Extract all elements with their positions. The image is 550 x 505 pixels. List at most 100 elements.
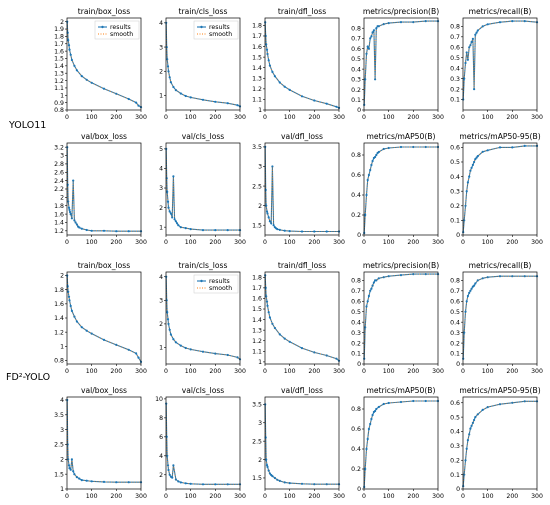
y-tick-label: 10 <box>155 396 163 403</box>
data-point <box>498 146 502 149</box>
data-point <box>283 481 286 484</box>
data-point <box>469 169 472 172</box>
data-point <box>399 21 403 24</box>
data-point <box>463 331 466 334</box>
subplot-title: val/dfl_loss <box>281 132 323 141</box>
subplot-title: val/box_loss <box>81 132 127 141</box>
data-point <box>75 320 78 323</box>
data-point <box>465 190 468 193</box>
y-tick-label: 3 <box>60 427 64 434</box>
y-tick-label: 1.5 <box>54 471 64 478</box>
y-tick-label: 1.7 <box>54 41 64 48</box>
data-point <box>464 459 467 462</box>
subplot-title: train/dfl_loss <box>278 7 326 16</box>
y-tick-label: 2 <box>60 457 64 464</box>
data-point <box>325 354 328 357</box>
x-tick-label: 0 <box>65 368 69 375</box>
data-point <box>473 88 476 91</box>
data-point <box>69 304 72 308</box>
y-tick-label: 0.5 <box>351 56 361 63</box>
data-point <box>399 400 403 404</box>
data-point <box>377 25 380 28</box>
y-tick-label: 0 <box>357 486 361 493</box>
y-tick-label: 0.6 <box>450 400 460 407</box>
data-point <box>214 100 217 103</box>
series-line-smooth <box>363 20 438 105</box>
y-tick-label: 0.3 <box>450 443 460 450</box>
data-point <box>169 212 172 215</box>
plot-frame <box>462 396 538 490</box>
subplot-title: train/cls_loss <box>179 261 228 270</box>
data-point <box>276 478 279 481</box>
data-point <box>466 294 469 298</box>
plot-frame <box>264 396 340 490</box>
subplot-5: val/box_loss 1.21.4 1.61.82 2.22.4 2.62.83 3.… <box>54 132 147 246</box>
data-point <box>266 304 269 307</box>
legend-marker-results <box>101 25 104 29</box>
y-tick-label: 2.2 <box>54 186 64 193</box>
data-point <box>369 168 372 172</box>
data-point <box>85 78 88 81</box>
data-point <box>366 178 369 182</box>
y-tick-label: 0.4 <box>450 65 460 72</box>
plot-frame <box>165 17 241 111</box>
data-point <box>174 89 177 92</box>
x-tick-label: 300 <box>432 368 444 375</box>
y-tick-label: 2 <box>159 68 163 75</box>
data-point <box>68 299 71 302</box>
data-point <box>201 229 205 232</box>
data-point <box>387 275 390 278</box>
data-point <box>498 403 502 406</box>
x-tick-label: 100 <box>482 493 494 500</box>
y-tick-label: 3.5 <box>252 144 262 151</box>
y-tick-label: 0 <box>456 232 460 239</box>
series-line-results <box>66 399 141 483</box>
data-point <box>70 217 73 220</box>
plot-frame <box>363 17 439 111</box>
x-tick-label: 0 <box>461 493 465 500</box>
y-tick-label: 0 <box>357 232 361 239</box>
data-point <box>369 289 372 292</box>
x-tick-label: 300 <box>333 114 345 121</box>
data-point <box>265 295 268 298</box>
data-point <box>471 37 474 41</box>
y-tick-label: 1.1 <box>252 97 262 104</box>
y-tick-label: 0.4 <box>450 174 460 181</box>
y-tick-label: 0.5 <box>450 55 460 62</box>
data-point <box>173 218 176 221</box>
data-point <box>523 400 526 403</box>
y-tick-label: 0.1 <box>450 97 460 104</box>
data-point <box>115 92 118 95</box>
data-point <box>468 46 471 49</box>
data-point <box>387 22 390 25</box>
data-point <box>267 216 270 219</box>
data-point <box>372 29 375 32</box>
series-line-results <box>462 400 537 487</box>
y-tick-label: 0.9 <box>54 100 64 107</box>
data-point <box>474 416 477 419</box>
legend-label: results <box>209 278 230 285</box>
x-tick-label: 300 <box>432 493 444 500</box>
y-tick-label: 0.8 <box>450 278 460 285</box>
series-line-smooth <box>264 275 340 362</box>
data-point <box>67 39 70 42</box>
y-tick-label: 0.2 <box>351 87 361 94</box>
y-tick-label: 1 <box>60 92 64 99</box>
data-point <box>465 447 468 450</box>
data-point <box>179 344 182 347</box>
data-point <box>166 454 169 457</box>
data-point <box>177 224 180 227</box>
data-point <box>90 81 93 84</box>
x-tick-label: 0 <box>164 114 168 121</box>
data-point <box>511 146 514 149</box>
data-point <box>127 348 130 351</box>
data-point <box>325 102 328 105</box>
data-point <box>272 224 275 227</box>
series-line-smooth <box>66 147 141 232</box>
row-label-fd2-yolo: FD²-YOLO <box>6 372 51 383</box>
data-point <box>476 29 479 32</box>
plot-frame <box>66 271 142 365</box>
data-point <box>179 226 182 229</box>
data-point <box>300 95 304 98</box>
data-point <box>375 27 378 30</box>
